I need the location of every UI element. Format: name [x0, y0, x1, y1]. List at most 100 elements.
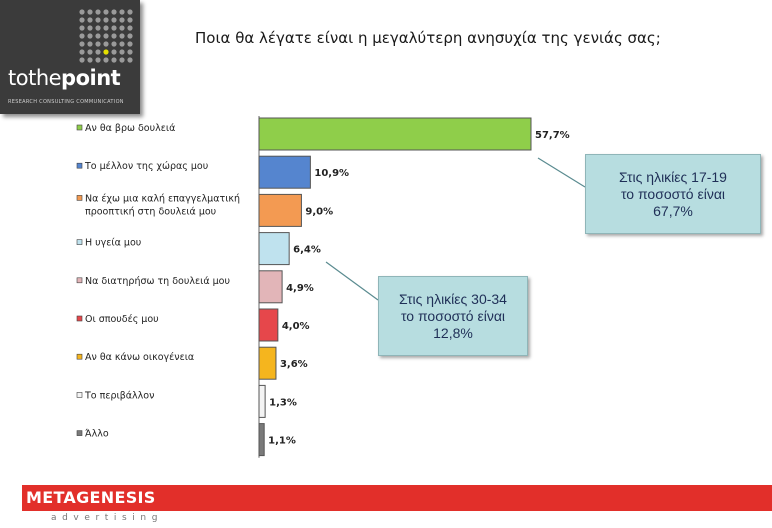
bar [258, 193, 302, 227]
metagenesis-logo: METAGENESIS [26, 488, 156, 507]
footer-edge [0, 485, 22, 511]
logo-dot [111, 9, 117, 15]
data-label: 1,3% [269, 397, 297, 408]
logo-dot [95, 25, 101, 31]
logo-dot [79, 33, 85, 39]
logo-dot [79, 41, 85, 47]
category-marker [76, 430, 83, 436]
logo-dot [119, 9, 125, 15]
logo-tagline: RESEARCH CONSULTING COMMUNICATION [8, 99, 124, 105]
logo-dot [87, 33, 93, 39]
data-label: 9,0% [305, 206, 333, 217]
footer-subtitle: advertising [51, 513, 164, 523]
callout-value: 12,8% [433, 324, 473, 341]
logo-dot [127, 17, 133, 23]
category-label: Αν θα κάνω οικογένεια [85, 352, 194, 363]
category-label: προοπτική στη δουλειά μου [85, 206, 216, 217]
logo-dot [119, 41, 125, 47]
category-marker [76, 162, 83, 169]
category-label: Να έχω μια καλή επαγγελματική [85, 193, 240, 204]
logo-dot [103, 17, 109, 23]
logo-dot [127, 41, 133, 47]
category-label: Η υγεία μου [85, 238, 141, 249]
data-label: 10,9% [314, 168, 349, 179]
bar [258, 423, 265, 457]
logo-dot [79, 17, 85, 23]
logo-dot [111, 57, 117, 63]
category-label: Άλλο [85, 429, 109, 440]
logo-dot [87, 49, 93, 55]
tothepoint-logo: tothepoint RESEARCH CONSULTING COMMUNICA… [0, 0, 140, 114]
logo-dot [119, 57, 125, 63]
logo-dot [111, 17, 117, 23]
logo-dot [127, 25, 133, 31]
callout-line: Στις ηλικίες 17-19 [619, 168, 727, 185]
logo-dot [87, 57, 93, 63]
logo-dot [79, 57, 85, 63]
category-marker [76, 392, 83, 398]
callout-line: το ποσοστό είναι [400, 307, 506, 324]
logo-dot [111, 49, 117, 55]
category-marker [76, 315, 83, 322]
logo-wordmark: tothepoint [8, 66, 121, 90]
logo-dot [111, 41, 117, 47]
logo-dot [103, 57, 109, 63]
logo-dot [95, 57, 101, 63]
logo-dot [103, 9, 109, 15]
logo-dot [119, 25, 125, 31]
category-marker [76, 239, 83, 245]
callout-pointer-17-19 [537, 157, 586, 188]
category-marker [76, 124, 83, 131]
logo-dot [95, 9, 101, 15]
logo-dot [79, 9, 85, 15]
category-label: Να διατηρήσω τη δουλειά μου [85, 276, 230, 287]
logo-dot [127, 49, 133, 55]
bar [258, 308, 279, 342]
bar [258, 346, 277, 380]
logo-dot [127, 33, 133, 39]
logo-dot [87, 41, 93, 47]
logo-dot [79, 25, 85, 31]
logo-dot-grid [79, 9, 133, 63]
data-label: 4,9% [286, 283, 314, 294]
data-label: 1,1% [268, 436, 296, 447]
logo-dot [111, 25, 117, 31]
logo-dot [95, 41, 101, 47]
logo-dot [103, 41, 109, 47]
data-label: 6,4% [293, 245, 321, 256]
chart-title: Ποια θα λέγατε είναι η μεγαλύτερη ανησυχ… [195, 29, 661, 47]
category-label: Το μέλλον της χώρας μου [84, 161, 208, 172]
logo-dot [119, 33, 125, 39]
bar-chart: 57,7% Αν θα βρω δουλειά 10,9% Το μέλλον της… [76, 116, 586, 458]
logo-dot [79, 49, 85, 55]
data-label: 4,0% [282, 321, 310, 332]
category-label: Αν θα βρω δουλειά [85, 123, 175, 134]
category-marker [76, 277, 83, 284]
logo-dot [95, 17, 101, 23]
callout-line: Στις ηλικίες 30-34 [399, 290, 507, 307]
category-marker [76, 353, 83, 360]
callout-value: 67,7% [653, 202, 693, 219]
bar [258, 155, 311, 189]
callout-pointer-30-34 [325, 261, 379, 301]
logo-dot [127, 57, 133, 63]
logo-dot [111, 33, 117, 39]
logo-dot [87, 17, 93, 23]
category-marker [76, 195, 83, 201]
logo-dot [103, 33, 109, 39]
logo-dot [127, 9, 133, 15]
bar [258, 117, 532, 151]
bar [258, 270, 283, 304]
data-label: 57,7% [535, 130, 570, 141]
callout-age-30-34: Στις ηλικίες 30-34 το ποσοστό είναι 12,8… [378, 276, 528, 356]
logo-dot [119, 17, 125, 23]
logo-dot [87, 25, 93, 31]
logo-dot [119, 49, 125, 55]
logo-accent-dot [103, 49, 109, 55]
logo-dot [103, 25, 109, 31]
logo-dot [87, 9, 93, 15]
logo-dot [95, 33, 101, 39]
logo-dot [95, 49, 101, 55]
data-label: 3,6% [280, 359, 308, 370]
bar [258, 232, 290, 266]
